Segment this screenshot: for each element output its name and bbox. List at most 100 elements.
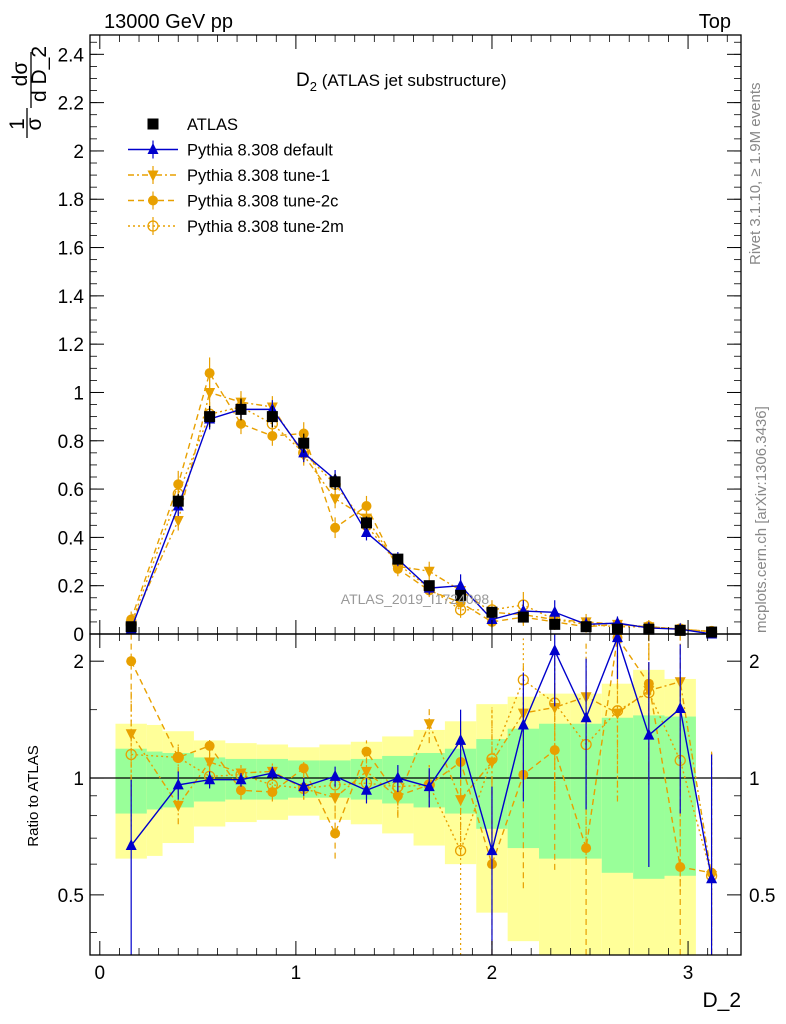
ratio-point [173,752,184,763]
ratio-point [486,844,498,856]
ratio-point [298,780,310,792]
ratio-point [486,757,498,769]
main-point [549,605,561,617]
main-point [173,479,184,490]
data-point [455,589,467,601]
main-point [360,526,372,538]
ratio-point [580,711,592,723]
plot-title: D2 (ATLAS jet substructure) [296,70,507,94]
y-tick-label: 1 [73,383,84,404]
ratio-point [581,843,592,854]
ratio-tick-label: 2 [73,652,84,673]
y-tick-label: 2 [73,142,84,163]
main-point [204,368,215,379]
data-point [580,621,592,633]
y-axis-label-numerator: 1 [6,118,29,130]
main-point [330,522,341,533]
main-point [329,494,341,506]
y-axis-label-dsigma: dσ [9,62,32,87]
main-point [267,430,278,441]
legend-label: ATLAS [187,116,238,134]
legend-entry: Pythia 8.308 tune-2c [128,191,338,211]
header-left-label: 13000 GeV pp [104,11,233,33]
data-point [674,624,686,636]
y-tick-label: 1.8 [58,190,84,211]
ratio-point [204,757,216,769]
main-point [361,500,372,511]
ratio-y-axis-label: Ratio to ATLAS [25,745,42,846]
legend-marker [147,118,159,130]
y-tick-label: 2.4 [58,45,85,66]
ratio-point [329,769,341,781]
data-point [549,618,561,630]
ratio-point [455,795,467,807]
main-point [423,566,435,578]
main-point [298,428,309,439]
series-atlas-data [125,398,718,638]
legend-marker [147,143,159,154]
main-point [486,613,498,625]
data-point [517,611,529,623]
ratio-point [204,740,215,751]
ratio-tick-label: 1 [73,769,84,790]
y-axis-label: 1 σ dσ d D_2 [6,46,51,138]
ratio-point [611,631,623,643]
ratio-point [329,793,341,805]
y-tick-label: 0.6 [58,480,84,501]
rivet-version-label: Rivet 3.1.10, ≥ 1.9M events [747,83,764,266]
ratio-point [172,800,184,812]
mcplots-label: mcplots.cern.ch [arXiv:1306.3436] [753,406,770,633]
ratio-point [298,763,309,774]
legend-label: Pythia 8.308 default [187,142,333,160]
ratio-point [125,839,137,851]
data-point [423,580,435,592]
ratio-point [423,780,435,792]
legend: ATLAS Pythia 8.308 default Pythia 8.308 tu… [128,116,344,236]
ratio-point [392,771,404,783]
ratio-point [392,793,404,805]
legend-label: Pythia 8.308 tune-1 [187,167,330,185]
ratio-point [517,718,529,730]
y-tick-label: 2.2 [58,94,84,115]
data-point [360,517,372,529]
y-tick-label: 1.4 [58,287,85,308]
x-axis-label: D_2 [702,989,741,1012]
data-point [392,553,404,565]
data-point [125,621,137,633]
ratio-point [706,872,718,884]
ratio-point [330,828,341,839]
y-tick-label: 0 [73,625,84,646]
ratio-tick-label: 0.5 [58,886,84,907]
ratio-tick-label-right: 2 [749,652,760,673]
ratio-point [361,746,372,757]
ratio-point [455,733,467,745]
ratio-point [126,656,137,667]
data-point [204,411,216,423]
legend-marker [147,170,159,182]
ratio-tick-label-right: 0.5 [749,886,775,907]
main-point [455,579,467,591]
ratio-panel-frame [89,633,742,956]
axis-labels: 13000 GeV pp Top D2 (ATLAS jet substruct… [6,11,770,1012]
legend-entry: Pythia 8.308 tune-1 [128,166,330,185]
y-tick-label: 0.4 [58,528,85,549]
ratio-point [172,778,184,790]
ratio-point [204,773,216,785]
data-point [172,495,184,507]
y-axis-label-sigma: σ [23,117,46,130]
ratio-point [360,766,372,778]
ratio-point [611,708,623,720]
ratio-point [266,766,278,778]
ratio-point [235,785,246,796]
ratio-point [674,702,686,714]
legend-marker [147,220,159,232]
data-point [235,403,247,415]
x-tick-label: 0 [95,963,106,984]
x-tick-label: 1 [291,963,302,984]
data-point [266,411,278,423]
legend-label: Pythia 8.308 tune-2m [187,218,344,236]
ratio-point [643,728,655,740]
series-layer [125,357,718,955]
data-point [611,623,623,635]
